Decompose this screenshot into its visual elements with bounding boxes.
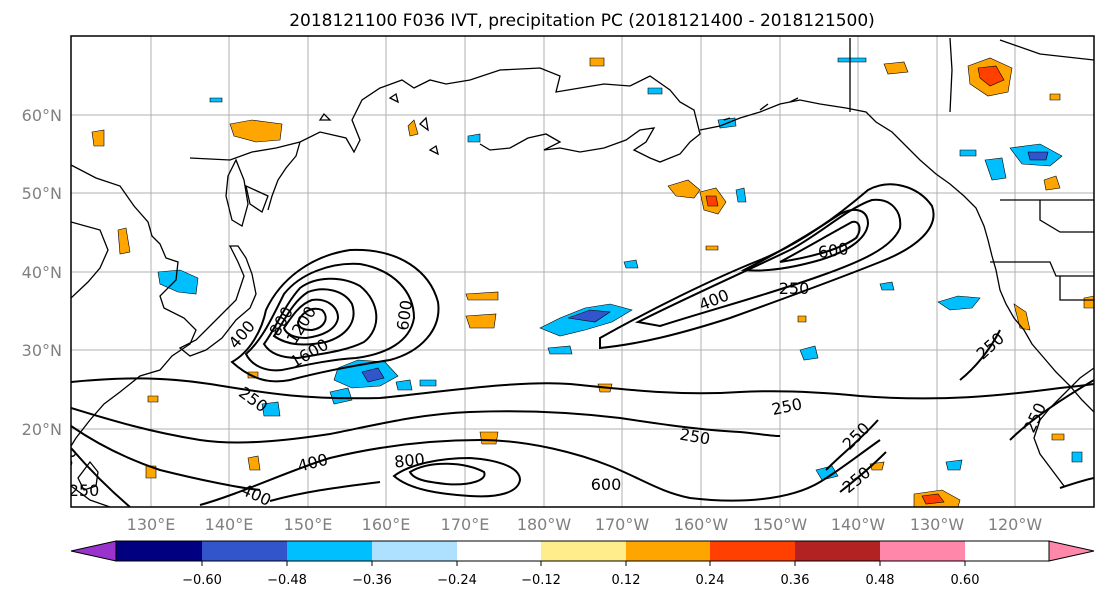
map-frame xyxy=(70,35,1095,508)
lat-label: 40°N xyxy=(22,263,62,282)
lon-label: 170°W xyxy=(595,515,650,534)
lon-label: 150°W xyxy=(753,515,808,534)
latitude-labels: 60°N 50°N 40°N 30°N 20°N xyxy=(22,106,62,439)
ivt-contours xyxy=(71,183,1094,507)
lat-label: 20°N xyxy=(22,420,62,439)
lat-label: 50°N xyxy=(22,184,62,203)
contour-label: 250 xyxy=(69,481,100,500)
colorbar-segment xyxy=(372,541,457,561)
colorbar-segment xyxy=(710,541,795,561)
colorbar-extend-high xyxy=(1048,540,1095,562)
colorbar-segment xyxy=(202,541,287,561)
lon-label: 170°E xyxy=(441,515,490,534)
colorbar-segment xyxy=(116,541,202,561)
lon-label: 130°E xyxy=(127,515,176,534)
contour-label: 250 xyxy=(779,279,810,298)
contour-label: 250 xyxy=(53,445,81,480)
colorbar-tick-label: −0.12 xyxy=(521,573,561,588)
lon-label: 130°W xyxy=(910,515,965,534)
colorbar: −0.60 −0.48 −0.36 −0.24 −0.12 0.12 0.24 … xyxy=(70,540,1095,588)
lat-label: 30°N xyxy=(22,341,62,360)
lat-label: 60°N xyxy=(22,106,62,125)
colorbar-segment xyxy=(287,541,372,561)
lon-label: 160°W xyxy=(674,515,729,534)
colorbar-tick-label: −0.60 xyxy=(182,573,222,588)
colorbar-tick-label: −0.36 xyxy=(352,573,392,588)
lon-label: 120°W xyxy=(988,515,1043,534)
coastlines xyxy=(71,37,1094,507)
contour-label: 600 xyxy=(393,299,416,332)
lon-label: 140°W xyxy=(831,515,886,534)
colorbar-ticks xyxy=(201,561,966,566)
colorbar-segment xyxy=(457,541,541,561)
lon-label: 140°E xyxy=(205,515,254,534)
colorbar-segment xyxy=(795,541,880,561)
colorbar-extend-low xyxy=(70,540,117,562)
precipitation-shading xyxy=(91,57,1094,507)
contour-label: 600 xyxy=(591,475,622,494)
colorbar-tick-label: 0.12 xyxy=(612,573,641,588)
contour-label: 800 xyxy=(393,449,425,471)
colorbar-tick-label: −0.48 xyxy=(267,573,307,588)
longitude-labels: 130°E 140°E 150°E 160°E 170°E 180°W 170°… xyxy=(127,515,1043,534)
lon-label: 180°W xyxy=(517,515,572,534)
colorbar-segment xyxy=(541,541,626,561)
colorbar-tick-label: 0.48 xyxy=(866,573,895,588)
colorbar-outline xyxy=(115,540,1050,562)
colorbar-tick-label: 0.24 xyxy=(696,573,725,588)
lon-label: 160°E xyxy=(362,515,411,534)
colorbar-tick-label: −0.24 xyxy=(437,573,477,588)
lon-label: 150°E xyxy=(284,515,333,534)
colorbar-segment xyxy=(880,541,965,561)
colorbar-tick-label: 0.60 xyxy=(951,573,980,588)
colorbar-segment xyxy=(626,541,710,561)
figure-title: 2018121100 F036 IVT, precipitation PC (2… xyxy=(289,11,875,31)
contour-label: 600 xyxy=(817,239,850,262)
colorbar-tick-label: 0.36 xyxy=(781,573,810,588)
map-panel: 1200 1600 800 600 400 250 250 400 600 25… xyxy=(53,36,1094,507)
